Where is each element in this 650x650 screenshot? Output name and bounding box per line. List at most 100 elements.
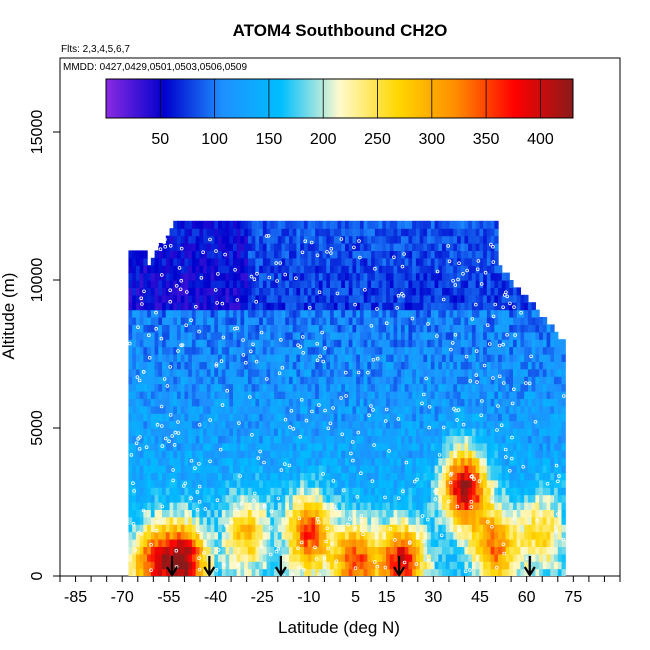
- curtain-cell: [423, 465, 428, 473]
- curtain-cell: [397, 539, 402, 547]
- curtain-cell: [173, 465, 178, 473]
- curtain-cell: [468, 302, 473, 311]
- curtain-cell: [173, 494, 178, 503]
- curtain-cell: [456, 294, 462, 303]
- curtain-cell: [150, 472, 156, 481]
- curtain-cell: [419, 561, 424, 570]
- curtain-cell: [341, 309, 346, 318]
- curtain-cell: [169, 280, 174, 288]
- curtain-cell: [427, 457, 432, 466]
- curtain-cell: [341, 331, 346, 340]
- curtain-cell: [210, 302, 215, 311]
- curtain-cell: [456, 479, 462, 488]
- curtain-cell: [251, 465, 256, 473]
- curtain-cell: [270, 502, 275, 510]
- curtain-cell: [430, 250, 436, 259]
- curtain-cell: [191, 280, 197, 288]
- curtain-cell: [412, 546, 417, 555]
- curtain-cell: [475, 250, 480, 259]
- curtain-cell: [438, 413, 443, 422]
- curtain-cell: [374, 405, 380, 414]
- curtain-cell: [483, 235, 488, 244]
- curtain-cell: [356, 331, 361, 340]
- curtain-cell: [419, 465, 424, 473]
- curtain-cell: [348, 324, 354, 333]
- curtain-cell: [382, 487, 387, 496]
- curtain-cell: [240, 546, 245, 555]
- curtain-cell: [225, 465, 230, 473]
- curtain-cell: [419, 553, 424, 562]
- curtain-cell: [397, 509, 402, 518]
- curtain-cell: [247, 228, 253, 237]
- curtain-cell: [300, 524, 305, 533]
- curtain-cell: [206, 546, 212, 555]
- curtain-cell: [206, 272, 212, 281]
- curtain-cell: [292, 472, 298, 481]
- curtain-cell: [259, 302, 264, 311]
- curtain-cell: [449, 354, 454, 362]
- curtain-cell: [427, 368, 432, 377]
- curtain-cell: [520, 391, 525, 399]
- curtain-cell: [221, 531, 227, 540]
- curtain-cell: [389, 553, 395, 562]
- curtain-cell: [143, 524, 148, 533]
- curtain-cell: [262, 391, 268, 399]
- curtain-cell: [348, 287, 354, 296]
- curtain-cell: [210, 531, 215, 540]
- curtain-cell: [128, 472, 133, 481]
- curtain-cell: [475, 302, 480, 311]
- curtain-cell: [218, 487, 223, 496]
- curtain-cell: [423, 509, 428, 518]
- curtain-cell: [281, 317, 286, 325]
- curtain-cell: [158, 442, 163, 451]
- curtain-cell: [471, 361, 477, 370]
- curtain-cell: [270, 376, 275, 385]
- curtain-cell: [285, 243, 290, 251]
- curtain-cell: [277, 324, 283, 333]
- curtain-cell: [333, 235, 339, 244]
- curtain-cell: [498, 561, 503, 570]
- curtain-cell: [296, 243, 301, 251]
- curtain-cell: [408, 531, 413, 540]
- curtain-cell: [195, 420, 200, 429]
- curtain-cell: [191, 568, 197, 576]
- curtain-cell: [333, 561, 339, 570]
- curtain-cell: [229, 302, 234, 311]
- curtain-cell: [232, 398, 238, 407]
- curtain-cell: [449, 272, 454, 281]
- curtain-cell: [135, 435, 141, 444]
- curtain-cell: [498, 331, 503, 340]
- curtain-cell: [400, 524, 406, 533]
- curtain-cell: [176, 487, 182, 496]
- curtain-cell: [128, 391, 133, 399]
- curtain-cell: [468, 317, 473, 325]
- curtain-cell: [288, 257, 294, 266]
- curtain-cell: [307, 531, 312, 540]
- curtain-cell: [471, 413, 477, 422]
- curtain-cell: [445, 435, 451, 444]
- curtain-cell: [341, 546, 346, 555]
- curtain-cell: [419, 383, 424, 392]
- curtain-cell: [169, 250, 174, 259]
- curtain-cell: [318, 509, 324, 518]
- curtain-cell: [229, 361, 234, 370]
- curtain-cell: [512, 442, 518, 451]
- curtain-cell: [468, 272, 473, 281]
- curtain-cell: [244, 391, 249, 399]
- curtain-cell: [296, 354, 301, 362]
- curtain-cell: [259, 457, 264, 466]
- curtain-cell: [162, 354, 167, 362]
- curtain-cell: [438, 398, 443, 407]
- curtain-cell: [307, 287, 312, 296]
- curtain-cell: [348, 472, 354, 481]
- curtain-cell: [333, 539, 339, 547]
- curtain-cell: [423, 420, 428, 429]
- curtain-cell: [288, 494, 294, 503]
- curtain-cell: [195, 287, 200, 296]
- curtain-cell: [173, 546, 178, 555]
- curtain-cell: [143, 331, 148, 340]
- curtain-cell: [307, 243, 312, 251]
- curtain-cell: [333, 391, 339, 399]
- curtain-cell: [266, 405, 271, 414]
